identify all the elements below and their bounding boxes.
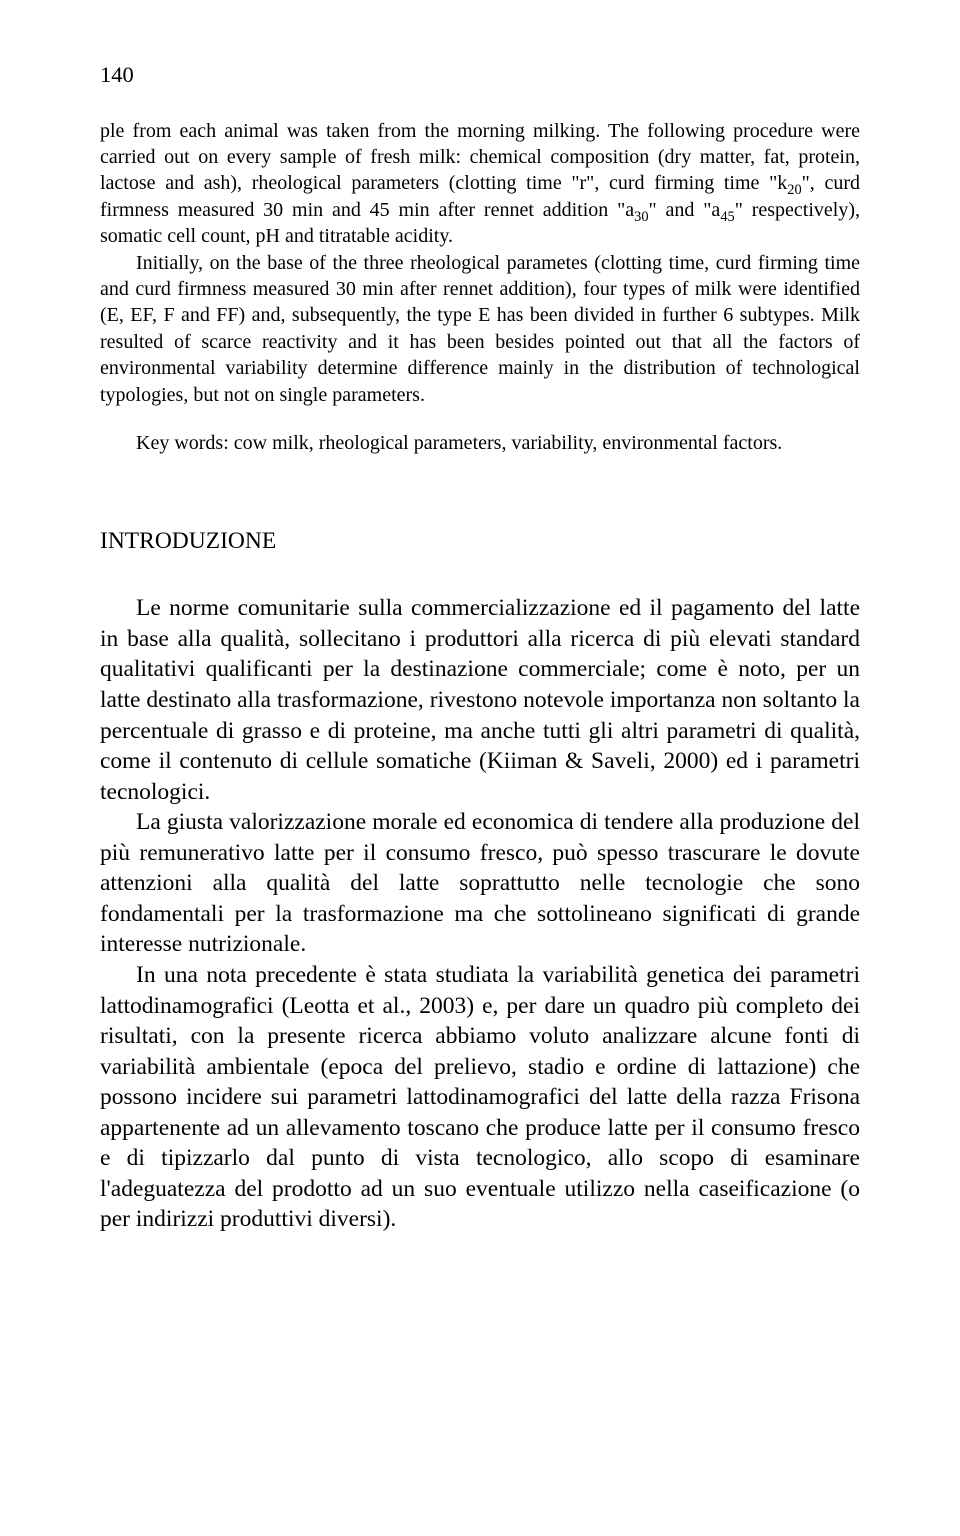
subscript: 30 xyxy=(634,209,648,225)
body-paragraph-2: La giusta valorizzazione morale ed econo… xyxy=(100,807,860,960)
body-paragraph-3: In una nota precedente è stata studiata … xyxy=(100,960,860,1235)
page-number: 140 xyxy=(100,60,860,90)
body-text-block: Le norme comunitarie sulla commercializz… xyxy=(100,593,860,1234)
abstract-text: " and "a xyxy=(649,199,721,221)
subscript: 20 xyxy=(787,182,801,198)
abstract-text: ple from each animal was taken from the … xyxy=(100,120,860,195)
abstract-paragraph-1: ple from each animal was taken from the … xyxy=(100,118,860,250)
abstract-paragraph-2: Initially, on the base of the three rheo… xyxy=(100,250,860,408)
abstract-block: ple from each animal was taken from the … xyxy=(100,118,860,408)
body-paragraph-1: Le norme comunitarie sulla commercializz… xyxy=(100,593,860,807)
subscript: 45 xyxy=(720,209,734,225)
keywords-line: Key words: cow milk, rheological paramet… xyxy=(100,430,860,456)
section-heading: INTRODUZIONE xyxy=(100,526,860,557)
